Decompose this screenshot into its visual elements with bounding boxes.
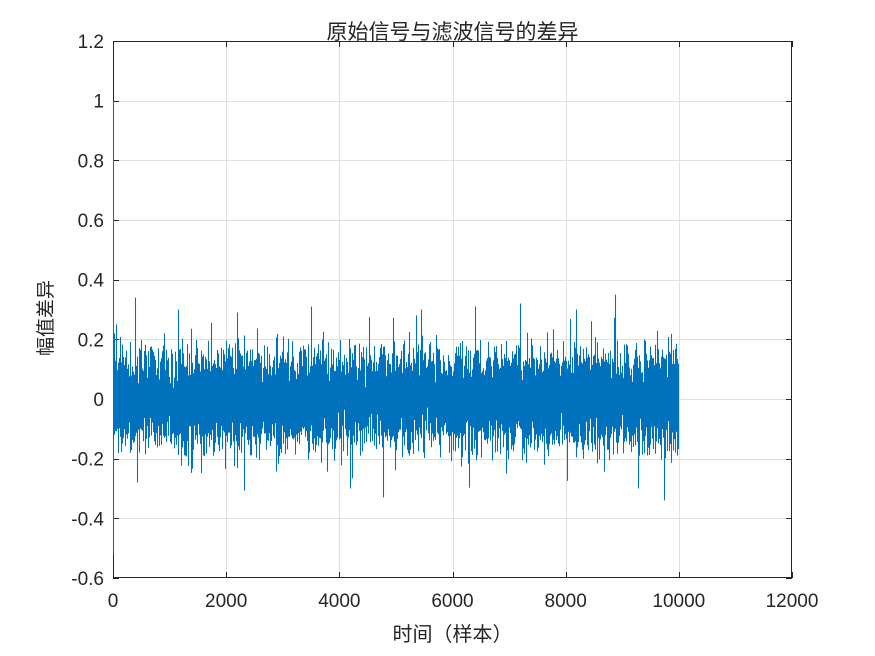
y-tick-label: 0.6 xyxy=(78,211,104,232)
y-tick-label: 0.4 xyxy=(78,271,105,292)
chart-title: 原始信号与滤波信号的差异 xyxy=(326,20,579,44)
signal-trace xyxy=(112,100,680,555)
x-tick-label: 12000 xyxy=(766,591,819,612)
x-tick-label: 2000 xyxy=(205,591,247,612)
y-tick-label: -0.4 xyxy=(71,509,104,530)
x-axis-label: 时间（样本） xyxy=(392,624,513,646)
x-tick-label: 4000 xyxy=(318,591,360,612)
y-tick-label: -0.6 xyxy=(71,569,104,590)
y-tick-label: 1.2 xyxy=(78,32,104,53)
x-tick-label: 8000 xyxy=(545,591,587,612)
axes-box xyxy=(113,41,792,578)
y-axis-label: 幅值差异 xyxy=(36,280,57,357)
y-tick-label: 0 xyxy=(93,390,104,411)
y-tick-label: 0.8 xyxy=(78,151,104,172)
y-tick-label: -0.2 xyxy=(71,450,104,471)
x-tick-label: 6000 xyxy=(431,591,473,612)
x-tick-label: 10000 xyxy=(652,591,705,612)
x-tick-label: 0 xyxy=(108,591,119,612)
y-tick-label: 0.2 xyxy=(78,330,104,351)
y-tick-label: 1 xyxy=(93,92,104,113)
